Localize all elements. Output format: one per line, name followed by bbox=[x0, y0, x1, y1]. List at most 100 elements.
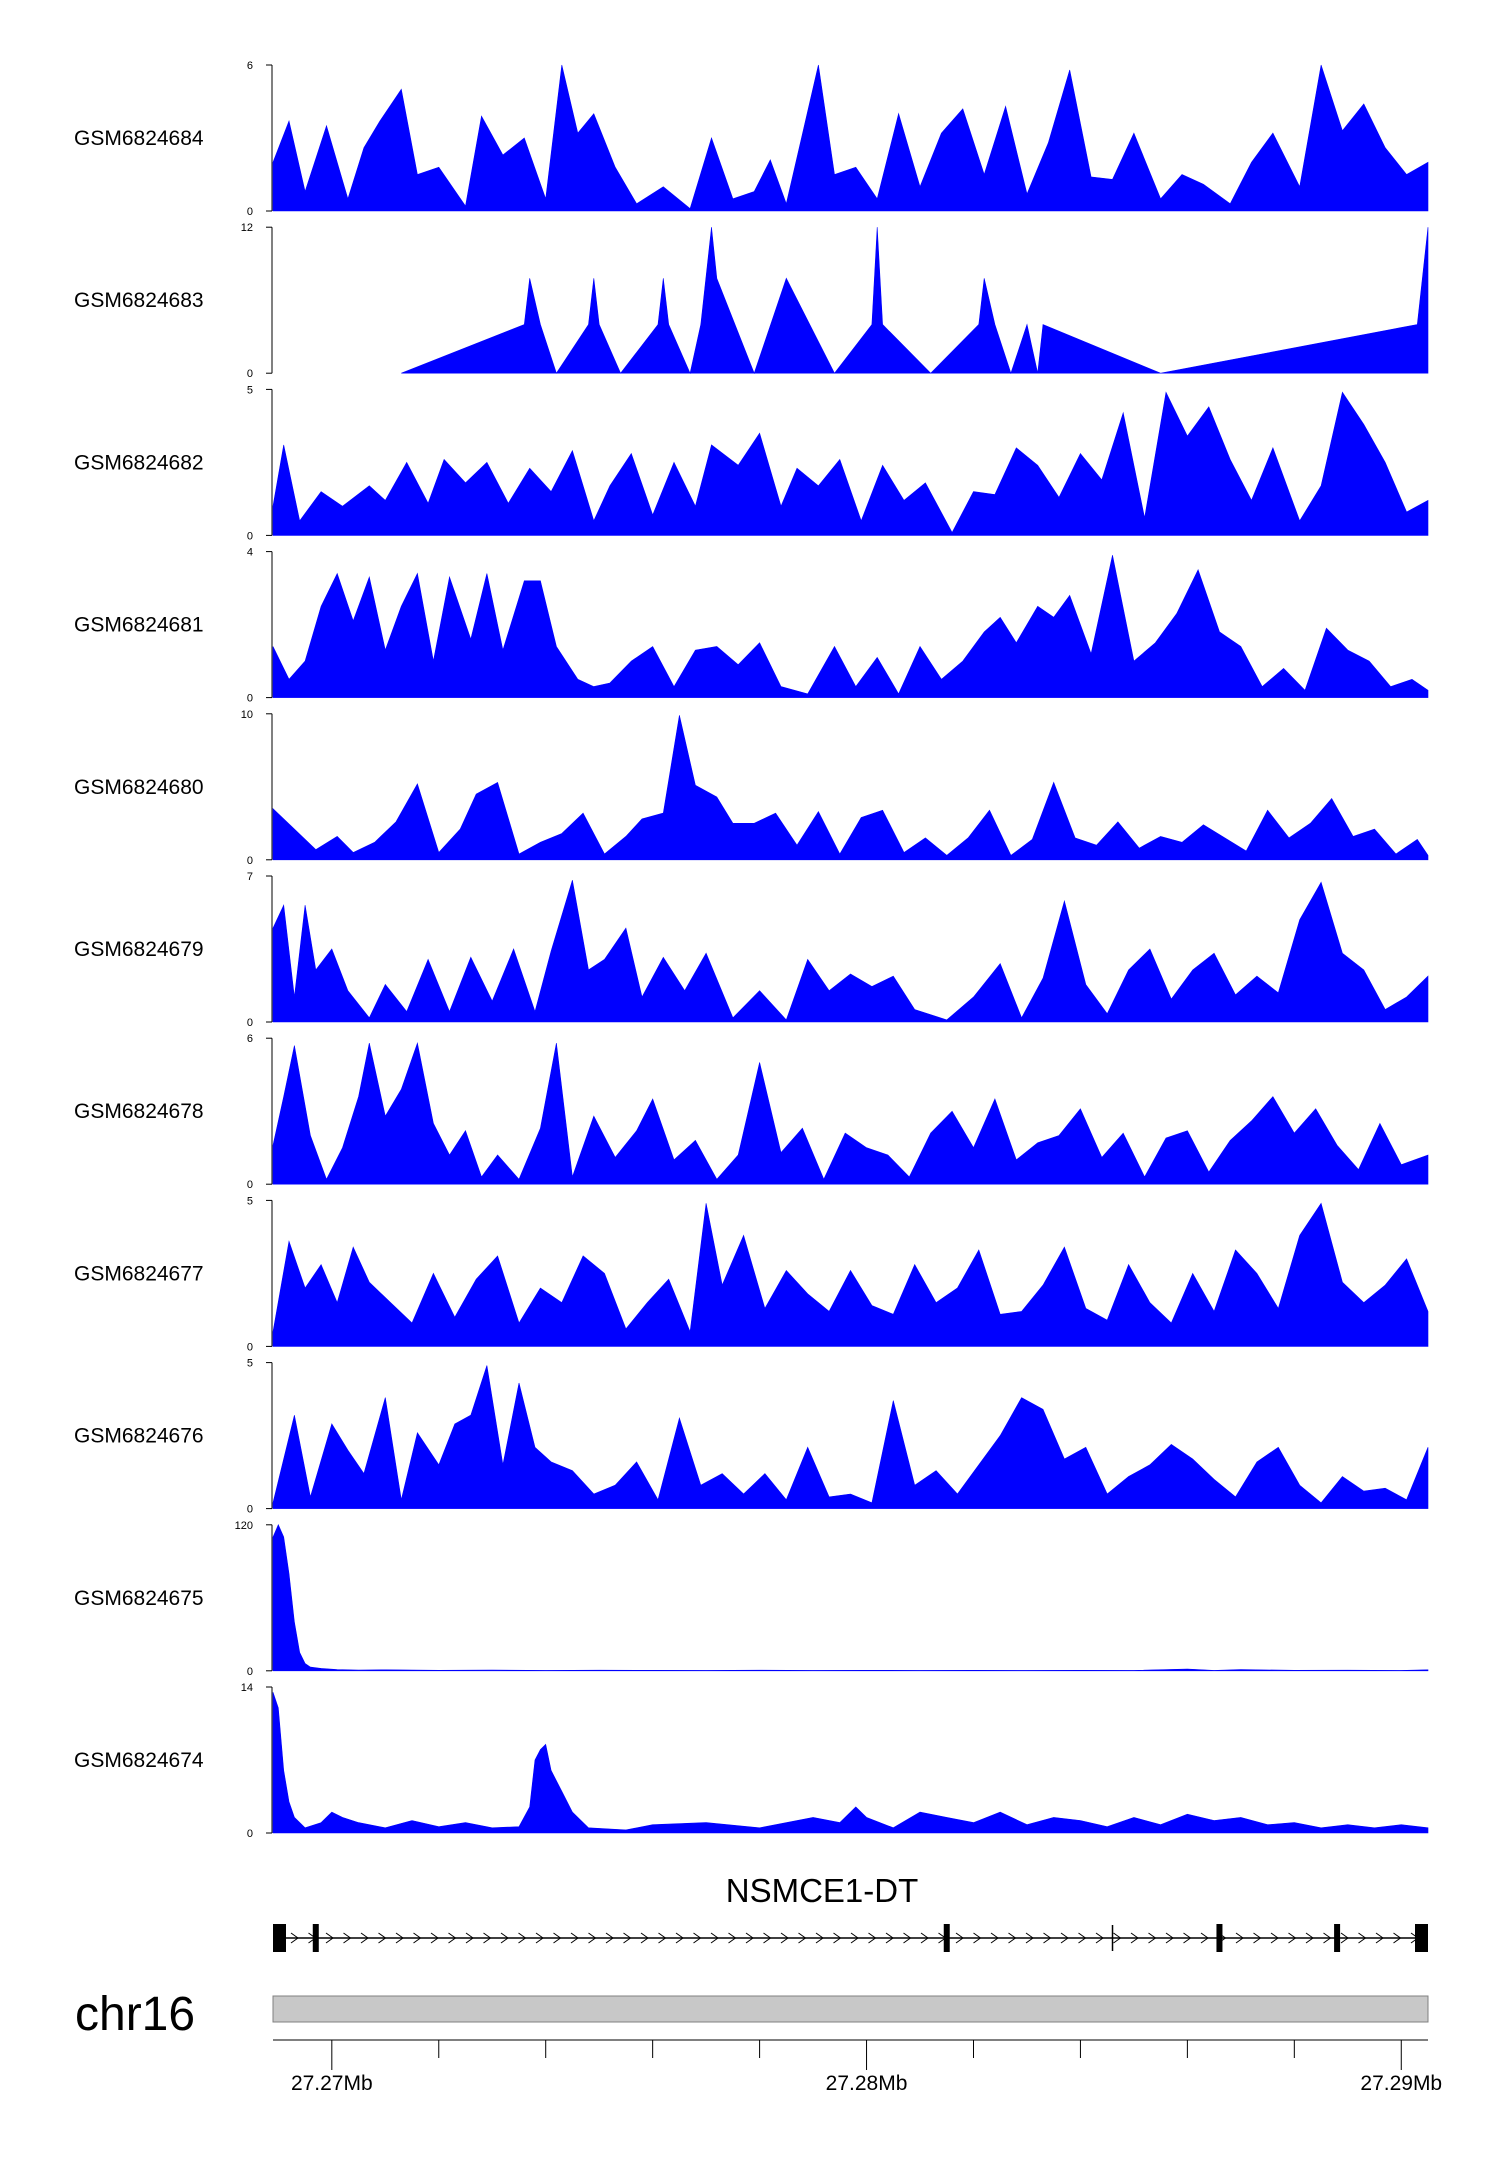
track-label: GSM6824682 bbox=[74, 451, 204, 474]
track-y-min-label: 0 bbox=[247, 1504, 253, 1516]
track-GSM6824681: GSM6824681 4 0 bbox=[74, 547, 1429, 705]
strand-arrow bbox=[1060, 1932, 1069, 1944]
strand-arrow bbox=[850, 1932, 859, 1944]
track-label: GSM6824679 bbox=[74, 938, 204, 961]
track-y-max-label: 120 bbox=[235, 1520, 253, 1532]
chromosome-label: chr16 bbox=[75, 1988, 195, 2041]
strand-arrow bbox=[745, 1932, 754, 1944]
coverage-tracks: GSM682468460GSM6824683120GSM682468250GSM… bbox=[74, 60, 1429, 1840]
exon bbox=[1216, 1924, 1223, 1952]
strand-arrow bbox=[903, 1932, 912, 1944]
strand-arrow bbox=[325, 1932, 334, 1944]
track-y-max-label: 7 bbox=[247, 871, 253, 883]
track-GSM6824683: GSM6824683 12 0 bbox=[74, 222, 1429, 380]
strand-arrow bbox=[815, 1932, 824, 1944]
strand-arrow bbox=[1165, 1932, 1174, 1944]
track-label: GSM6824677 bbox=[74, 1262, 204, 1285]
track-y-min-label: 0 bbox=[247, 1179, 253, 1191]
axis-ticks: 27.27Mb 27.28Mb 27.29Mb bbox=[291, 2040, 1442, 2095]
track-label: GSM6824676 bbox=[74, 1425, 204, 1448]
strand-arrow bbox=[483, 1932, 492, 1944]
strand-arrow bbox=[465, 1932, 474, 1944]
track-label: GSM6824684 bbox=[74, 127, 204, 150]
strand-arrow bbox=[570, 1932, 579, 1944]
genome-axis: 27.27Mb 27.28Mb 27.29Mb bbox=[273, 2039, 1442, 2095]
strand-arrow bbox=[1148, 1932, 1157, 1944]
track-y-min-label: 0 bbox=[247, 855, 253, 867]
track-GSM6824680: GSM6824680 10 0 bbox=[74, 709, 1429, 867]
coverage-area bbox=[272, 1365, 1429, 1509]
track-label: GSM6824683 bbox=[74, 289, 204, 312]
strand-arrow bbox=[1288, 1932, 1297, 1944]
strand-arrow bbox=[1095, 1932, 1104, 1944]
strand-arrow bbox=[710, 1932, 719, 1944]
strand-arrow bbox=[395, 1932, 404, 1944]
strand-arrow bbox=[885, 1932, 894, 1944]
track-y-max-label: 12 bbox=[241, 222, 253, 234]
coverage-area bbox=[272, 715, 1429, 861]
strand-arrow bbox=[1235, 1932, 1244, 1944]
strand-arrow bbox=[920, 1932, 929, 1944]
strand-arrow bbox=[360, 1932, 369, 1944]
track-y-min-label: 0 bbox=[247, 206, 253, 218]
strand-arrow bbox=[693, 1932, 702, 1944]
strand-arrow bbox=[1305, 1932, 1314, 1944]
track-y-max-label: 5 bbox=[247, 1195, 253, 1207]
strand-arrow bbox=[640, 1932, 649, 1944]
strand-arrow bbox=[290, 1932, 299, 1944]
strand-arrow bbox=[430, 1932, 439, 1944]
exon bbox=[312, 1924, 319, 1952]
coverage-area bbox=[272, 880, 1429, 1023]
strand-arrow bbox=[833, 1932, 842, 1944]
strand-arrow bbox=[780, 1932, 789, 1944]
strand-arrow bbox=[955, 1932, 964, 1944]
track-GSM6824675: GSM6824675 120 0 bbox=[74, 1520, 1429, 1678]
axis-tick-label: 27.29Mb bbox=[1360, 2072, 1442, 2095]
exon bbox=[1334, 1924, 1341, 1952]
strand-arrow bbox=[1375, 1932, 1384, 1944]
coverage-area bbox=[272, 1202, 1429, 1347]
strand-arrow bbox=[868, 1932, 877, 1944]
track-label: GSM6824674 bbox=[74, 1749, 204, 1772]
gene-track: NSMCE1-DT bbox=[273, 1872, 1428, 1952]
track-y-max-label: 4 bbox=[247, 547, 253, 559]
strand-arrow bbox=[1323, 1932, 1332, 1944]
strand-arrow bbox=[1270, 1932, 1279, 1944]
exon bbox=[1415, 1924, 1428, 1952]
track-label: GSM6824678 bbox=[74, 1100, 204, 1123]
track-y-max-label: 5 bbox=[247, 1358, 253, 1370]
coverage-area bbox=[272, 1041, 1429, 1185]
track-y-max-label: 6 bbox=[247, 60, 253, 72]
track-y-max-label: 5 bbox=[247, 384, 253, 396]
strand-arrow bbox=[1393, 1932, 1402, 1944]
track-label: GSM6824680 bbox=[74, 776, 204, 799]
track-y-min-label: 0 bbox=[247, 368, 253, 380]
track-GSM6824679: GSM6824679 7 0 bbox=[74, 871, 1429, 1029]
strand-arrow bbox=[535, 1932, 544, 1944]
strand-arrow bbox=[1253, 1932, 1262, 1944]
strand-arrow bbox=[605, 1932, 614, 1944]
track-y-min-label: 0 bbox=[247, 1341, 253, 1353]
strand-arrow bbox=[798, 1932, 807, 1944]
exon bbox=[943, 1924, 950, 1952]
track-y-min-label: 0 bbox=[247, 693, 253, 705]
track-GSM6824684: GSM6824684 6 0 bbox=[74, 60, 1429, 218]
track-y-min-label: 0 bbox=[247, 530, 253, 542]
strand-arrow bbox=[1358, 1932, 1367, 1944]
strand-arrow bbox=[1200, 1932, 1209, 1944]
axis-tick-label: 27.28Mb bbox=[826, 2072, 908, 2095]
strand-arrow bbox=[1183, 1932, 1192, 1944]
strand-arrow bbox=[1008, 1932, 1017, 1944]
track-GSM6824676: GSM6824676 5 0 bbox=[74, 1358, 1429, 1516]
coverage-area bbox=[272, 391, 1429, 536]
coverage-area bbox=[272, 1692, 1429, 1834]
exon bbox=[273, 1924, 286, 1952]
strand-arrow bbox=[518, 1932, 527, 1944]
strand-arrow bbox=[675, 1932, 684, 1944]
strand-arrow bbox=[500, 1932, 509, 1944]
strand-arrow bbox=[553, 1932, 562, 1944]
gene-name: NSMCE1-DT bbox=[726, 1872, 919, 1909]
track-y-min-label: 0 bbox=[247, 1666, 253, 1678]
strand-arrow bbox=[623, 1932, 632, 1944]
